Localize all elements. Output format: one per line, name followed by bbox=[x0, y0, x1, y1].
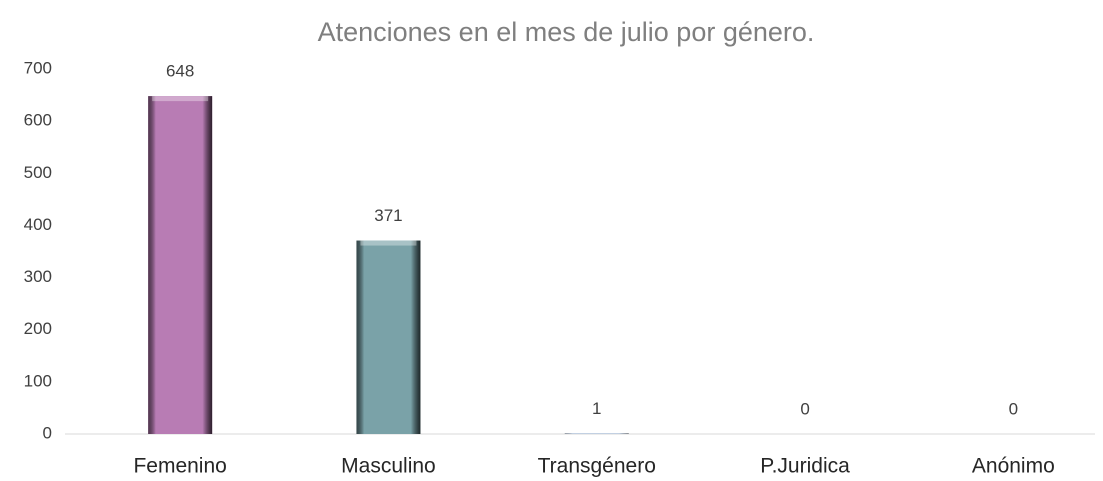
bar-bevel bbox=[152, 96, 209, 102]
x-tick-label: P.Juridica bbox=[760, 455, 850, 478]
x-tick-label: Transgénero bbox=[538, 455, 656, 478]
x-tick-label: Anónimo bbox=[972, 455, 1055, 478]
y-tick-label: 100 bbox=[24, 371, 52, 390]
x-tick-label: Masculino bbox=[341, 455, 436, 478]
y-tick-label: 200 bbox=[24, 319, 52, 338]
data-label: 371 bbox=[374, 206, 402, 225]
bar-bevel bbox=[360, 240, 417, 246]
data-label: 0 bbox=[1009, 399, 1018, 418]
bar bbox=[356, 240, 421, 434]
data-label: 1 bbox=[592, 399, 601, 418]
data-label: 0 bbox=[800, 399, 809, 418]
y-tick-label: 600 bbox=[24, 111, 52, 130]
x-tick-label: Femenino bbox=[133, 455, 226, 478]
bar bbox=[148, 96, 213, 434]
y-tick-label: 400 bbox=[24, 215, 52, 234]
y-tick-label: 500 bbox=[24, 163, 52, 182]
y-tick-label: 700 bbox=[24, 58, 52, 77]
y-tick-label: 300 bbox=[24, 267, 52, 286]
y-tick-label: 0 bbox=[43, 423, 52, 442]
data-label: 648 bbox=[166, 62, 194, 81]
chart-title: Atenciones en el mes de julio por género… bbox=[318, 17, 815, 47]
bar bbox=[564, 433, 629, 434]
